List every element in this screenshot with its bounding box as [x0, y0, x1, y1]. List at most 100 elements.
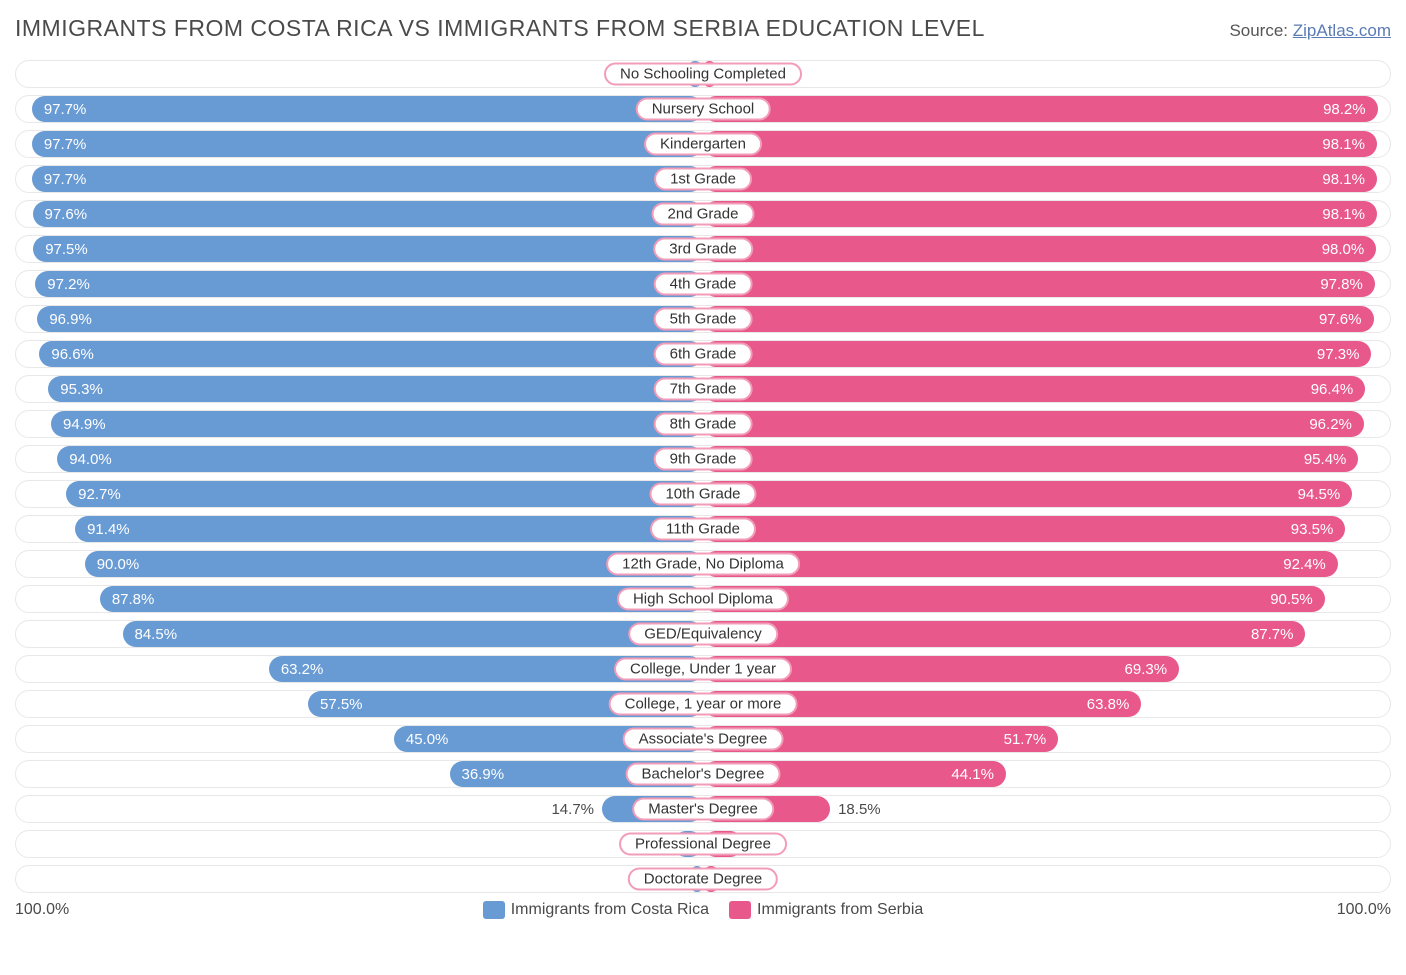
- chart-row: 97.5%98.0%3rd Grade: [15, 235, 1391, 263]
- category-label: Professional Degree: [619, 833, 787, 856]
- category-label: Nursery School: [636, 98, 771, 121]
- chart-row: 90.0%92.4%12th Grade, No Diploma: [15, 550, 1391, 578]
- bar-left-value: 95.3%: [48, 381, 115, 398]
- bar-left: 97.2%: [35, 271, 703, 297]
- chart-row: 94.9% 96.2% 8th Grade: [15, 410, 1391, 438]
- bar-left-value: 90.0%: [85, 556, 152, 573]
- bar-right-value: 96.2%: [1297, 416, 1364, 433]
- category-label: Bachelor's Degree: [626, 763, 781, 786]
- bar-right: 98.2%: [703, 96, 1378, 122]
- category-label: 4th Grade: [654, 273, 753, 296]
- bar-left-value: 97.7%: [32, 136, 99, 153]
- bar-right: 93.5%: [703, 516, 1345, 542]
- bar-right: 90.5%: [703, 586, 1325, 612]
- chart-row: 45.0%51.7%Associate's Degree: [15, 725, 1391, 753]
- chart-row: 97.7% 98.2%Nursery School: [15, 95, 1391, 123]
- bar-right-value: 51.7%: [992, 731, 1059, 748]
- category-label: No Schooling Completed: [604, 63, 802, 86]
- chart-row: 4.4%5.8%Professional Degree: [15, 830, 1391, 858]
- bar-right-value: 98.0%: [1310, 241, 1377, 258]
- bar-left-value: 36.9%: [450, 766, 517, 783]
- bar-left-value: 96.6%: [39, 346, 106, 363]
- chart-row: 87.8%90.5%High School Diploma: [15, 585, 1391, 613]
- bar-left-value: 94.9%: [51, 416, 118, 433]
- bar-right-value: 90.5%: [1258, 591, 1325, 608]
- bar-right: 97.8%: [703, 271, 1375, 297]
- bar-right: 96.4%: [703, 376, 1365, 402]
- axis-max-right: 100.0%: [1337, 901, 1391, 919]
- bar-right-value: 87.7%: [1239, 626, 1306, 643]
- source-link[interactable]: ZipAtlas.com: [1293, 21, 1391, 40]
- chart-row: 97.2% 97.8%4th Grade: [15, 270, 1391, 298]
- bar-left-value: 84.5%: [123, 626, 190, 643]
- bar-left: 87.8%: [100, 586, 703, 612]
- bar-right-value: 93.5%: [1279, 521, 1346, 538]
- category-label: Associate's Degree: [623, 728, 784, 751]
- bar-right: 98.1%: [703, 131, 1377, 157]
- bar-left-value: 97.2%: [35, 276, 102, 293]
- bar-right-value: 18.5%: [830, 796, 881, 822]
- bar-right-value: 95.4%: [1292, 451, 1359, 468]
- legend-swatch-right: [729, 901, 751, 919]
- bar-right-value: 44.1%: [939, 766, 1006, 783]
- bar-left-value: 92.7%: [66, 486, 133, 503]
- chart-row: 94.0%95.4%9th Grade: [15, 445, 1391, 473]
- category-label: 6th Grade: [654, 343, 753, 366]
- bar-right: 97.6%: [703, 306, 1374, 332]
- bar-right: 94.5%: [703, 481, 1352, 507]
- category-label: 10th Grade: [649, 483, 756, 506]
- bar-right-value: 98.1%: [1310, 206, 1377, 223]
- bar-right-value: 98.1%: [1310, 136, 1377, 153]
- bar-left-value: 97.5%: [33, 241, 100, 258]
- chart-row: 97.7%98.1%1st Grade: [15, 165, 1391, 193]
- chart-footer: 100.0% Immigrants from Costa Rica Immigr…: [15, 901, 1391, 919]
- bar-left: 84.5%: [123, 621, 704, 647]
- bar-right: 98.1%: [703, 201, 1377, 227]
- chart-header: IMMIGRANTS FROM COSTA RICA VS IMMIGRANTS…: [15, 15, 1391, 42]
- bar-right-value: 92.4%: [1271, 556, 1338, 573]
- bar-left: 96.6%: [39, 341, 703, 367]
- chart-row: 36.9% 44.1% Bachelor's Degree: [15, 760, 1391, 788]
- bar-left: 95.3%: [48, 376, 703, 402]
- chart-row: 95.3% 96.4% 7th Grade: [15, 375, 1391, 403]
- chart-row: 97.6%98.1%2nd Grade: [15, 200, 1391, 228]
- bar-left: 97.7%: [32, 131, 703, 157]
- bar-left-value: 57.5%: [308, 696, 375, 713]
- chart-row: 2.3%1.9%No Schooling Completed: [15, 60, 1391, 88]
- bar-right: 97.3%: [703, 341, 1371, 367]
- diverging-bar-chart: 2.3%1.9%No Schooling Completed 97.7% 98.2%…: [15, 60, 1391, 893]
- category-label: 7th Grade: [654, 378, 753, 401]
- chart-row: 96.6% 97.3%6th Grade: [15, 340, 1391, 368]
- category-label: Kindergarten: [644, 133, 762, 156]
- bar-left-value: 91.4%: [75, 521, 142, 538]
- bar-left-value: 97.6%: [33, 206, 100, 223]
- bar-right-value: 63.8%: [1075, 696, 1142, 713]
- bar-left: 97.5%: [33, 236, 703, 262]
- category-label: Doctorate Degree: [628, 868, 778, 891]
- bar-left: 97.6%: [33, 201, 704, 227]
- bar-right: 98.1%: [703, 166, 1377, 192]
- category-label: College, Under 1 year: [614, 658, 792, 681]
- bar-right-value: 96.4%: [1299, 381, 1366, 398]
- bar-left-value: 94.0%: [57, 451, 124, 468]
- category-label: 8th Grade: [654, 413, 753, 436]
- bar-left-value: 63.2%: [269, 661, 336, 678]
- chart-row: 57.5%63.8%College, 1 year or more: [15, 690, 1391, 718]
- chart-row: 14.7% 18.5% Master's Degree: [15, 795, 1391, 823]
- legend-item-left: Immigrants from Costa Rica: [483, 901, 709, 919]
- bar-right-value: 98.1%: [1310, 171, 1377, 188]
- bar-right-value: 94.5%: [1286, 486, 1353, 503]
- axis-max-left: 100.0%: [15, 901, 69, 919]
- bar-left-value: 14.7%: [551, 796, 602, 822]
- bar-left-value: 97.7%: [32, 101, 99, 118]
- legend-item-right: Immigrants from Serbia: [729, 901, 923, 919]
- chart-row: 84.5%87.7%GED/Equivalency: [15, 620, 1391, 648]
- category-label: Master's Degree: [632, 798, 774, 821]
- category-label: 11th Grade: [650, 518, 756, 541]
- bar-left: 92.7%: [66, 481, 703, 507]
- bar-left-value: 96.9%: [37, 311, 104, 328]
- bar-left: 91.4%: [75, 516, 703, 542]
- bar-left: 96.9%: [37, 306, 703, 332]
- legend-label-left: Immigrants from Costa Rica: [511, 901, 709, 919]
- chart-row: 96.9%97.6%5th Grade: [15, 305, 1391, 333]
